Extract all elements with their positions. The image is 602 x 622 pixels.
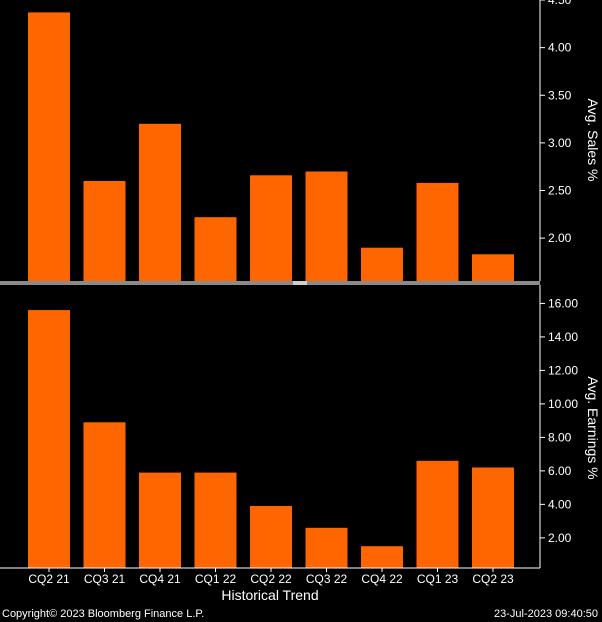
sales-bar: [250, 175, 292, 281]
x-tick-label: CQ1 22: [195, 572, 237, 586]
earnings-y-tick-label: 14.00: [548, 330, 578, 344]
x-tick-label: CQ4 22: [361, 572, 403, 586]
copyright-footer: Copyright© 2023 Bloomberg Finance L.P.: [2, 608, 205, 620]
earnings-y-tick-label: 4.00: [548, 497, 572, 511]
earnings-y-axis-title: Avg. Earnings %: [585, 376, 601, 479]
earnings-y-tick-label: 2.00: [548, 531, 572, 545]
sales-bar: [305, 171, 348, 281]
earnings-y-tick-label: 10.00: [548, 397, 578, 411]
earnings-y-tick-label: 16.00: [548, 296, 578, 310]
x-tick-label: CQ3 21: [84, 572, 126, 586]
earnings-bar: [139, 472, 181, 568]
x-tick-label: CQ3 22: [306, 572, 348, 586]
x-tick-label: CQ1 23: [417, 572, 459, 586]
sales-bar: [416, 182, 459, 281]
earnings-bar: [416, 460, 459, 568]
x-tick-label: CQ4 21: [139, 572, 181, 586]
earnings-bar: [361, 546, 403, 568]
sales-y-tick-label: 4.50: [548, 0, 572, 7]
sales-y-tick-label: 4.00: [548, 41, 572, 55]
sales-y-tick-label: 2.50: [548, 184, 572, 198]
earnings-y-tick-label: 8.00: [548, 430, 572, 444]
sales-y-tick-label: 3.00: [548, 136, 572, 150]
x-tick-label: CQ2 22: [250, 572, 292, 586]
panel-divider[interactable]: [0, 281, 540, 285]
sales-y-tick-label: 3.50: [548, 88, 572, 102]
earnings-bar: [83, 422, 126, 568]
x-axis-title: Historical Trend: [221, 587, 318, 603]
earnings-panel: 2.00 4.00 6.00 8.00 10.00 12.00 14.00 16.00 Avg.…: [28, 285, 601, 568]
x-axis: CQ2 21 CQ3 21 CQ4 21 CQ1 22 CQ2 22 CQ3 22 CQ4 …: [0, 567, 540, 586]
sales-bar: [28, 12, 70, 282]
earnings-bar: [250, 506, 292, 568]
earnings-y-tick-label: 12.00: [548, 363, 578, 377]
earnings-bar: [305, 527, 348, 568]
sales-bar: [194, 217, 237, 281]
earnings-y-tick-label: 6.00: [548, 464, 572, 478]
earnings-bar: [28, 310, 70, 568]
timestamp-footer: 23-Jul-2023 09:40:50: [494, 608, 598, 620]
sales-bar: [472, 254, 514, 281]
panel-divider-handle[interactable]: [293, 281, 307, 285]
sales-y-tick-label: 2.00: [548, 231, 572, 245]
x-tick-label: CQ2 23: [472, 572, 514, 586]
earnings-bar: [194, 472, 237, 568]
sales-bar: [361, 247, 403, 281]
sales-y-axis-title: Avg. Sales %: [585, 98, 601, 181]
sales-bar: [83, 181, 126, 281]
sales-panel: 2.00 2.50 3.00 3.50 4.00 4.50 Avg. Sales %: [28, 0, 601, 282]
x-tick-label: CQ2 21: [28, 572, 70, 586]
sales-bar: [139, 123, 181, 281]
earnings-bar: [472, 467, 514, 568]
